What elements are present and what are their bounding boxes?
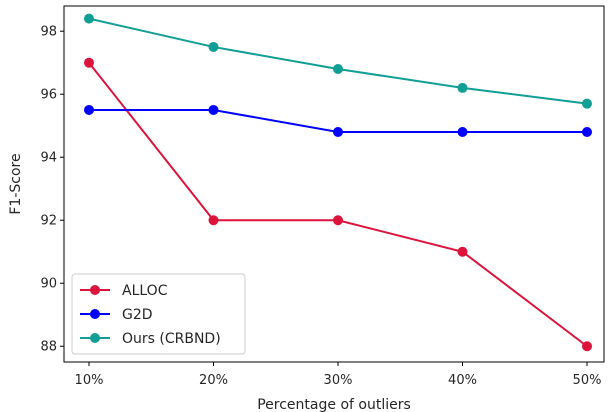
y-tick-label: 88 <box>40 340 57 355</box>
data-point <box>84 57 94 68</box>
x-axis-label: Percentage of outliers <box>257 397 411 412</box>
y-axis-label: F1-Score <box>8 153 24 214</box>
data-point <box>84 104 94 115</box>
data-point <box>208 104 219 115</box>
data-point <box>84 13 94 24</box>
plot-frame <box>63 5 605 363</box>
y-tick-label: 98 <box>40 25 57 40</box>
data-point <box>457 246 468 257</box>
data-point <box>457 127 468 138</box>
data-point <box>333 215 343 226</box>
y-tick-label: 96 <box>40 88 57 103</box>
y-tick-label: 92 <box>40 214 57 229</box>
data-point <box>333 64 343 75</box>
y-tick-label: 90 <box>40 277 57 292</box>
legend-item: ALLOC <box>80 283 168 299</box>
legend: ALLOC G2D Ours (CRBND) <box>71 273 246 355</box>
data-point <box>582 341 592 352</box>
legend-marker <box>90 309 100 319</box>
y-tick-label: 94 <box>40 151 57 166</box>
data-point <box>208 215 219 226</box>
data-point <box>582 127 592 138</box>
legend-box <box>71 273 246 355</box>
x-tick-label: 10% <box>75 373 104 388</box>
data-point <box>208 41 219 52</box>
data-point <box>582 98 592 109</box>
data-point <box>457 82 468 93</box>
data-point <box>333 127 343 138</box>
legend-label: ALLOC <box>122 283 168 299</box>
legend-item: Ours (CRBND) <box>80 331 221 347</box>
y-axis: 88 90 92 94 96 98 <box>40 25 64 355</box>
x-axis: 10% 20% 30% 40% 50% <box>75 362 602 388</box>
x-tick-label: 50% <box>573 373 602 388</box>
x-tick-label: 20% <box>199 373 228 388</box>
legend-marker <box>90 285 100 295</box>
legend-marker <box>90 333 100 343</box>
series-alloc <box>84 57 592 352</box>
series-g2d <box>84 104 592 138</box>
legend-label: G2D <box>122 307 153 323</box>
legend-item: G2D <box>80 307 153 323</box>
x-tick-label: 40% <box>448 373 477 388</box>
series-layer <box>84 13 592 352</box>
x-tick-label: 30% <box>324 373 353 388</box>
series-line <box>88 17 588 105</box>
legend-label: Ours (CRBND) <box>122 331 221 347</box>
series-ours-crbnd <box>84 13 592 109</box>
